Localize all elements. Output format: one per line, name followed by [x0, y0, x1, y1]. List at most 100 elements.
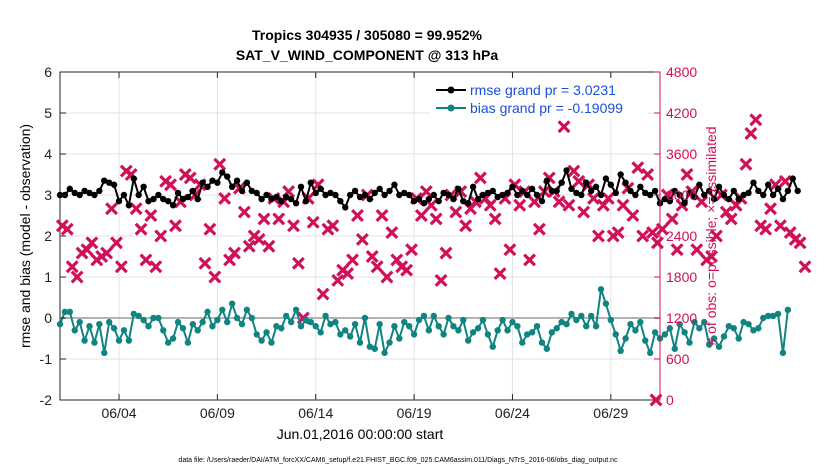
rmse-point: [405, 191, 413, 199]
obs-marker: [252, 232, 266, 246]
x-tick-label: 06/24: [495, 405, 530, 421]
rmse-point: [524, 191, 531, 199]
rmse-point: [519, 187, 526, 195]
obs-marker: [65, 260, 79, 274]
rmse-point: [553, 187, 560, 195]
obs-marker: [532, 222, 546, 236]
bias-point: [287, 318, 295, 326]
bias-point: [646, 349, 654, 357]
rmse-point: [214, 179, 221, 186]
obs-marker: [705, 250, 719, 263]
bias-point: [705, 341, 713, 348]
bias-point: [297, 323, 305, 330]
rmse-point: [587, 187, 595, 195]
rmse-point: [66, 185, 74, 193]
obs-marker: [591, 229, 605, 243]
bias-point: [248, 314, 256, 322]
bias-point: [66, 308, 74, 316]
rmse-point: [435, 197, 442, 205]
bias-point: [617, 347, 624, 354]
rmse-point: [164, 197, 172, 205]
obs-marker: [587, 191, 600, 205]
rmse-point: [578, 191, 585, 199]
obs-marker: [429, 212, 443, 226]
obs-marker: [213, 157, 227, 171]
obs-marker: [183, 171, 197, 185]
bias-point: [499, 316, 506, 324]
bias-point: [612, 331, 619, 338]
bias-point: [435, 323, 442, 330]
bias-point: [405, 323, 413, 330]
rmse-point: [346, 191, 354, 199]
bias-point: [184, 339, 192, 346]
y-right-tick-label: 3600: [666, 146, 697, 162]
rmse-point: [637, 183, 644, 190]
obs-marker: [724, 212, 738, 226]
bias-point: [469, 329, 477, 336]
bias-point: [292, 306, 300, 313]
rmse-point: [661, 195, 669, 203]
bias-point: [351, 320, 359, 328]
bias-point: [479, 316, 487, 324]
rmse-point: [440, 189, 447, 197]
rmse-point: [145, 197, 152, 205]
rmse-point: [381, 191, 388, 199]
rmse-point: [725, 195, 733, 203]
rmse-point: [627, 187, 634, 195]
rmse-point: [764, 181, 772, 188]
rmse-point: [474, 195, 482, 203]
rmse-point: [701, 191, 708, 199]
y-left-tick-label: 3: [44, 187, 52, 203]
rmse-point: [538, 197, 546, 205]
bias-point: [563, 320, 570, 328]
bias-point: [504, 327, 511, 334]
bias-point: [396, 335, 403, 342]
bias-point: [784, 306, 792, 313]
y-right-tick-label: 0: [666, 392, 674, 408]
bias-point: [484, 331, 492, 338]
obs-count-series: [55, 113, 812, 407]
obs-marker: [208, 270, 222, 284]
bias-point: [243, 306, 251, 313]
obs-marker: [739, 157, 753, 171]
rmse-point: [533, 191, 541, 199]
rmse-point: [96, 187, 103, 195]
rmse-point: [489, 187, 496, 195]
bias-point: [219, 306, 226, 313]
rmse-point: [755, 187, 762, 195]
bias-point: [642, 337, 649, 344]
bias-point: [755, 325, 762, 332]
rmse-point: [681, 200, 688, 207]
rmse-point: [307, 179, 315, 186]
rmse-point: [543, 177, 551, 184]
bias-point: [322, 312, 329, 320]
bias-point: [637, 318, 644, 326]
bias-point: [135, 312, 142, 320]
rmse-point: [376, 185, 383, 193]
obs-marker: [577, 205, 591, 219]
obs-marker: [778, 174, 792, 188]
rmse-point: [317, 185, 324, 193]
obs-marker: [419, 185, 433, 199]
obs-marker: [764, 202, 778, 216]
chart-title-line2: SAT_V_WIND_COMPONENT @ 313 hPa: [236, 47, 499, 63]
obs-marker: [793, 236, 807, 250]
bias-point: [686, 339, 693, 346]
bias-point: [317, 329, 324, 336]
rmse-point: [548, 187, 556, 195]
bias-point: [130, 310, 137, 318]
bias-point: [553, 325, 560, 332]
bias-point: [494, 327, 501, 334]
rmse-point: [258, 195, 265, 203]
rmse-point: [110, 181, 118, 188]
rmse-point: [243, 179, 251, 186]
bias-point: [120, 327, 128, 334]
rmse-point: [396, 191, 403, 199]
bias-point: [524, 331, 531, 338]
bias-point: [145, 323, 152, 330]
bias-point: [283, 312, 290, 320]
bias-point: [627, 320, 634, 328]
rmse-point: [297, 183, 305, 190]
bias-point: [96, 320, 103, 328]
rmse-point: [460, 197, 467, 205]
